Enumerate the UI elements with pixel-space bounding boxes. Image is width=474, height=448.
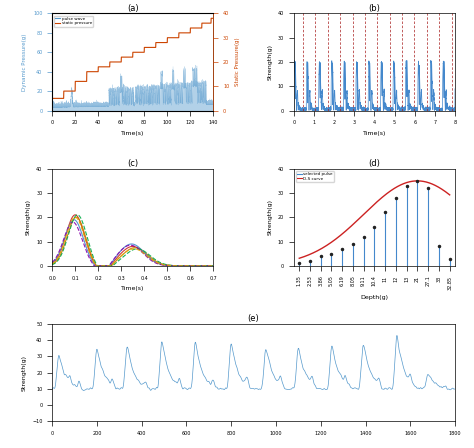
Title: (c): (c) — [127, 159, 138, 168]
Y-axis label: Strength(g): Strength(g) — [267, 44, 273, 80]
Title: (b): (b) — [368, 4, 381, 13]
X-axis label: Time(s): Time(s) — [121, 131, 145, 136]
Title: (d): (d) — [368, 159, 381, 168]
Y-axis label: Dynamic Pressure(g): Dynamic Pressure(g) — [22, 33, 27, 90]
X-axis label: Time(s): Time(s) — [121, 286, 145, 291]
Title: (a): (a) — [127, 4, 138, 13]
Y-axis label: Strength(g): Strength(g) — [21, 354, 27, 391]
Y-axis label: Strength(g): Strength(g) — [267, 199, 273, 235]
Legend: pulse wave, static pressure: pulse wave, static pressure — [54, 16, 93, 26]
Y-axis label: Strength(g): Strength(g) — [26, 199, 31, 235]
X-axis label: Depth(g): Depth(g) — [360, 295, 389, 300]
X-axis label: Time(s): Time(s) — [363, 131, 386, 136]
Title: (e): (e) — [248, 314, 259, 323]
Y-axis label: Static Pressure(g): Static Pressure(g) — [235, 38, 240, 86]
Legend: selected pulse, D-S curve: selected pulse, D-S curve — [296, 171, 334, 182]
